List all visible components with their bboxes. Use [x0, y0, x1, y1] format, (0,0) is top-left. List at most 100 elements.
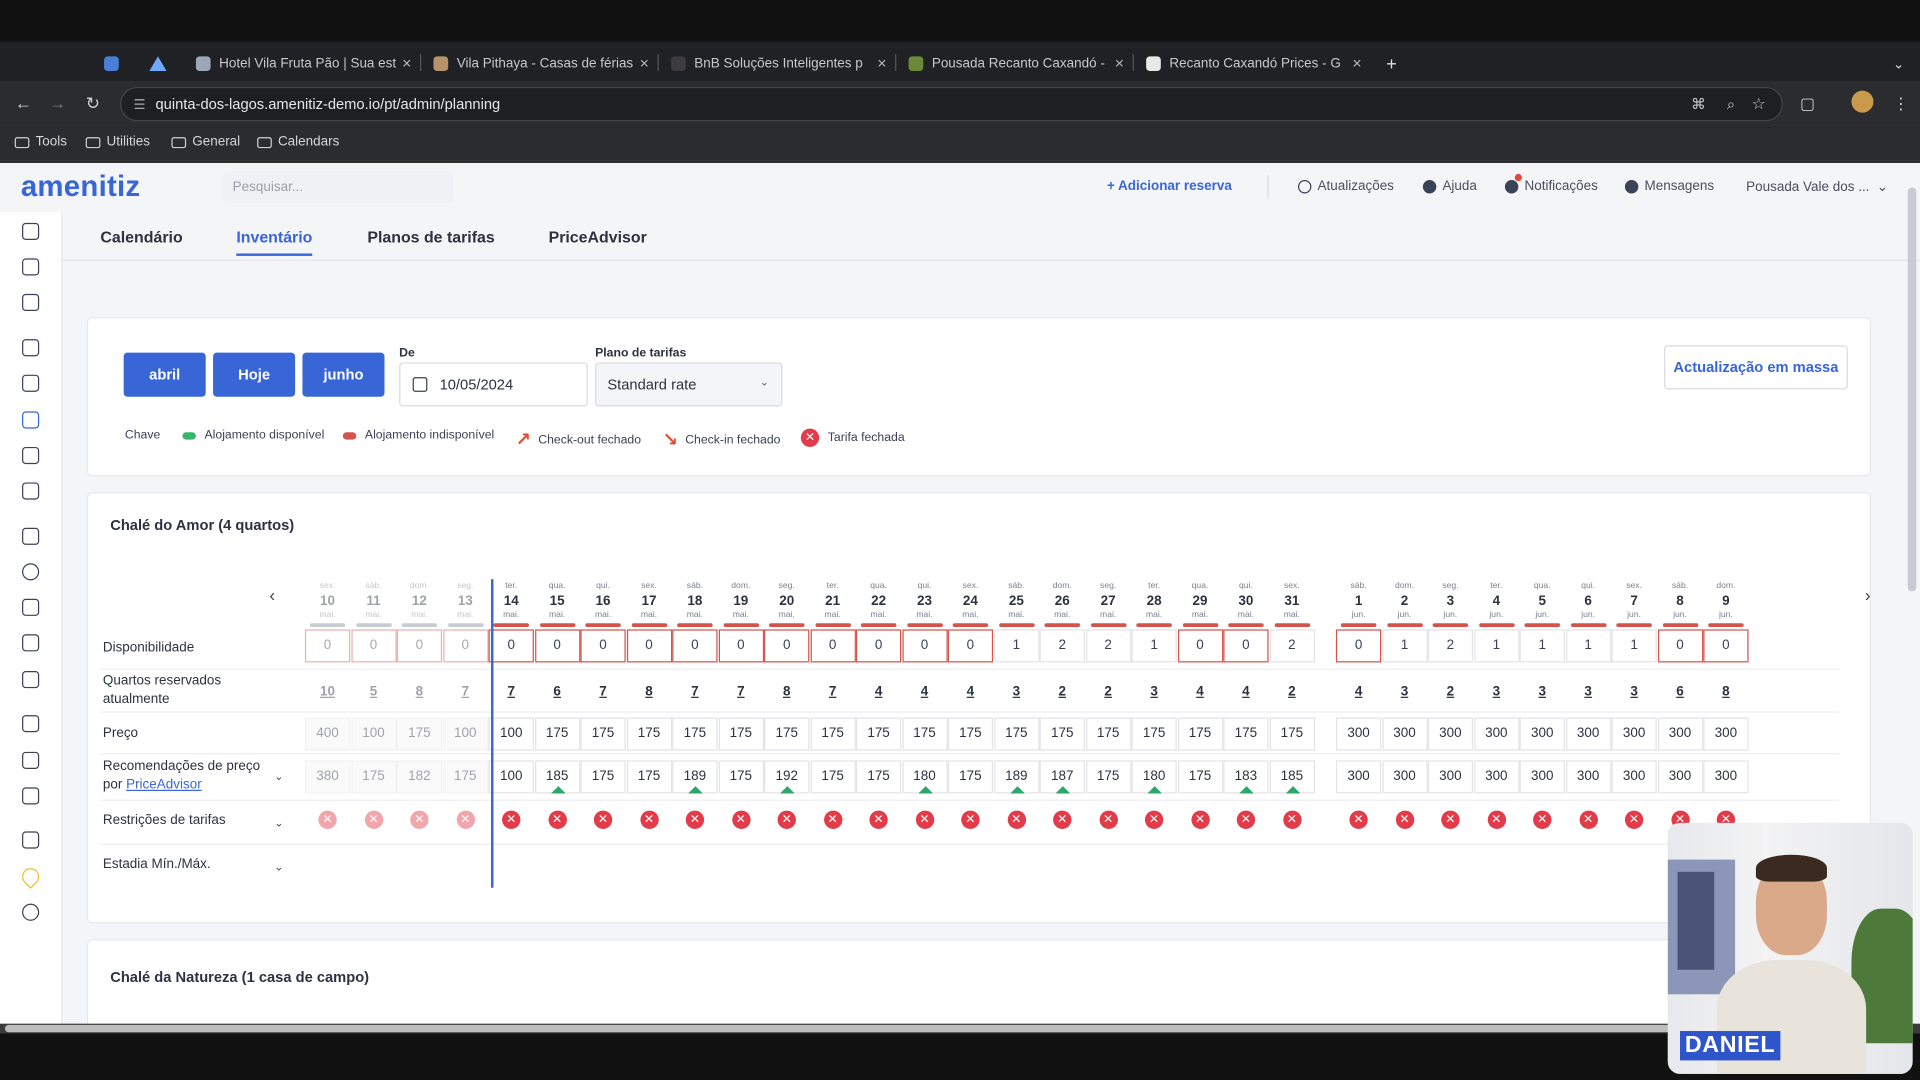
rate-closed-icon[interactable]: ✕ — [456, 810, 475, 829]
price-cell[interactable]: 300 — [1335, 717, 1382, 751]
url-bar[interactable]: ☰ quinta-dos-lagos.amenitiz-demo.io/pt/a… — [120, 86, 1783, 122]
rate-closed-icon[interactable]: ✕ — [1487, 810, 1506, 829]
availability-cell[interactable]: 0 — [672, 629, 718, 663]
apps-icon[interactable] — [22, 831, 40, 849]
tab-close-icon[interactable]: × — [402, 53, 412, 73]
tab-close-icon[interactable]: × — [639, 53, 649, 73]
calendar-icon[interactable] — [22, 411, 40, 429]
price-cell[interactable]: 175 — [764, 717, 810, 751]
vertical-scrollbar[interactable] — [1907, 187, 1917, 592]
price-cell[interactable]: 175 — [1223, 717, 1269, 751]
booked-rooms-link[interactable]: 4 — [1354, 684, 1363, 700]
rate-closed-icon[interactable]: ✕ — [1053, 810, 1072, 829]
booked-rooms-link[interactable]: 3 — [1584, 684, 1592, 700]
scrollbar-thumb[interactable] — [4, 1024, 1671, 1033]
availability-cell[interactable]: 0 — [626, 629, 672, 663]
price-cell[interactable]: 100 — [488, 717, 534, 751]
dashboard-icon[interactable] — [22, 222, 40, 241]
price-cell[interactable]: 175 — [1177, 717, 1223, 751]
availability-cell[interactable]: 2 — [1039, 629, 1085, 663]
tab-calendario[interactable]: Calendário — [100, 227, 183, 247]
availability-cell[interactable]: 1 — [1519, 629, 1565, 663]
booked-rooms-link[interactable]: 8 — [1722, 684, 1730, 700]
availability-cell[interactable]: 2 — [1269, 629, 1315, 663]
availability-cell[interactable]: 0 — [304, 629, 351, 663]
bulk-update-button[interactable]: Actualização em massa — [1664, 345, 1848, 390]
bookmark-utilities[interactable]: Utilities — [85, 135, 150, 149]
booked-rooms-link[interactable]: 10 — [320, 684, 336, 700]
availability-cell[interactable]: 0 — [855, 629, 902, 663]
booked-rooms-link[interactable]: 6 — [1676, 684, 1684, 700]
rate-closed-icon[interactable]: ✕ — [1624, 810, 1644, 829]
tab-inventario[interactable]: Inventário — [236, 227, 313, 256]
booked-rooms-link[interactable]: 3 — [1012, 684, 1021, 700]
browser-tab-4[interactable]: Pousada Recanto Caxandó - × — [899, 48, 1132, 80]
rate-closed-icon[interactable]: ✕ — [1578, 810, 1598, 829]
booked-rooms-link[interactable]: 7 — [599, 684, 607, 700]
help-link[interactable]: Ajuda — [1422, 179, 1477, 193]
extensions-icon[interactable]: ▢ — [1800, 94, 1816, 113]
price-cell[interactable]: 300 — [1565, 717, 1611, 751]
bookings-icon[interactable] — [22, 258, 40, 276]
bookmark-calendars[interactable]: Calendars — [257, 135, 339, 149]
users-icon[interactable] — [22, 787, 40, 805]
availability-cell[interactable]: 1 — [993, 629, 1039, 663]
availability-cell[interactable]: 0 — [1177, 629, 1223, 663]
booked-rooms-link[interactable]: 7 — [691, 684, 699, 700]
price-cell[interactable]: 175 — [901, 717, 948, 751]
pinned-tab[interactable] — [93, 48, 130, 80]
booked-rooms-link[interactable]: 3 — [1630, 684, 1638, 700]
rate-closed-icon[interactable]: ✕ — [685, 810, 705, 829]
zoom-icon[interactable]: ⌕ — [1726, 95, 1736, 113]
card-icon[interactable] — [22, 715, 40, 733]
booked-rooms-link[interactable]: 3 — [1400, 684, 1409, 700]
booked-rooms-link[interactable]: 8 — [782, 684, 791, 700]
availability-cell[interactable]: 0 — [580, 629, 626, 663]
settings-icon[interactable] — [22, 903, 40, 921]
rate-closed-icon[interactable]: ✕ — [547, 810, 567, 829]
price-cell[interactable]: 300 — [1381, 717, 1428, 751]
booked-rooms-link[interactable]: 6 — [553, 684, 561, 700]
availability-cell[interactable]: 1 — [1473, 629, 1519, 663]
trend-icon[interactable] — [22, 482, 40, 500]
availability-cell[interactable]: 1 — [1611, 629, 1657, 663]
price-cell[interactable]: 175 — [1085, 717, 1131, 751]
notifications-link[interactable]: Notificações — [1504, 179, 1598, 193]
price-cell[interactable]: 175 — [718, 717, 764, 751]
chevron-right-icon[interactable]: › — [1864, 585, 1871, 605]
availability-cell[interactable]: 1 — [1565, 629, 1611, 663]
new-tab-button[interactable]: + — [1386, 53, 1397, 75]
today-button[interactable]: Hoje — [213, 352, 296, 397]
globe-icon[interactable] — [22, 563, 40, 581]
rate-closed-icon[interactable]: ✕ — [593, 810, 613, 829]
forward-icon[interactable]: → — [48, 93, 67, 113]
availability-cell[interactable]: 2 — [1427, 629, 1474, 663]
booked-rooms-link[interactable]: 5 — [369, 684, 378, 700]
price-cell[interactable]: 300 — [1657, 717, 1703, 751]
rate-closed-icon[interactable]: ✕ — [869, 810, 888, 829]
availability-cell[interactable]: 1 — [1131, 629, 1177, 663]
booked-rooms-link[interactable]: 3 — [1538, 684, 1546, 700]
price-cell[interactable]: 175 — [1039, 717, 1085, 751]
price-cell[interactable]: 100 — [350, 717, 397, 751]
rate-closed-icon[interactable]: ✕ — [1236, 810, 1256, 829]
translate-icon[interactable]: ⌘ — [1691, 95, 1706, 113]
browser-tab-2[interactable]: Vila Pithaya - Casas de férias × — [424, 48, 657, 80]
bookmark-tools[interactable]: Tools — [14, 135, 67, 149]
rate-closed-icon[interactable]: ✕ — [1441, 810, 1460, 829]
browser-tab-3[interactable]: BnB Soluções Inteligentes p × — [661, 48, 894, 80]
price-cell[interactable]: 300 — [1703, 717, 1749, 751]
price-cell[interactable]: 175 — [580, 717, 626, 751]
from-date-input[interactable]: 10/05/2024 — [399, 362, 588, 407]
channel-icon[interactable] — [22, 751, 40, 769]
tab-priceadvisor[interactable]: PriceAdvisor — [548, 227, 647, 247]
chevron-left-icon[interactable]: ‹ — [269, 585, 276, 605]
rate-closed-icon[interactable]: ✕ — [1098, 810, 1118, 829]
next-month-button[interactable]: junho — [302, 352, 385, 397]
booked-rooms-link[interactable]: 4 — [920, 684, 929, 700]
price-cell[interactable]: 175 — [1131, 717, 1177, 751]
availability-cell[interactable]: 0 — [901, 629, 948, 663]
search-input[interactable]: Pesquisar... — [222, 171, 454, 204]
price-cell[interactable]: 175 — [534, 717, 580, 751]
rate-closed-icon[interactable]: ✕ — [639, 810, 659, 829]
